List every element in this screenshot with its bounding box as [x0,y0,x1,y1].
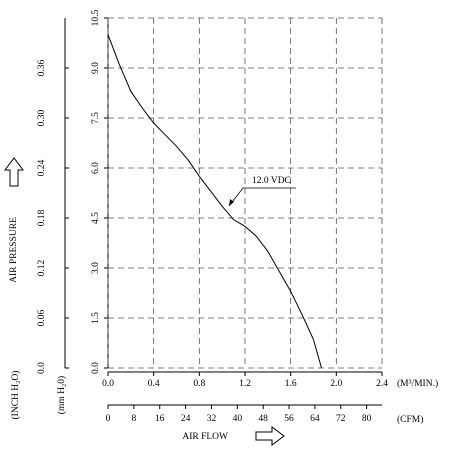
y2-tick-label: 0.06 [37,309,47,326]
x-tick-label: 1.6 [285,379,297,389]
x2-tick-label: 72 [336,414,346,424]
x2-tick-label: 0 [106,414,111,424]
x-tick-label: 0.4 [148,379,160,389]
y-unit-label: (mm H₂0) [56,376,67,414]
y-tick-label: 6.0 [91,162,101,174]
curve [107,34,322,369]
up-arrow [4,157,24,187]
right-arrow [255,426,285,446]
x2-tick-label: 24 [181,414,191,424]
y-tick-label: 1.5 [91,312,101,324]
x2-unit-label: (CFM) [397,414,423,425]
y2-tick-label: 0.36 [37,59,47,76]
x2-tick-label: 16 [155,414,165,424]
y2-tick-label: 0.0 [37,362,47,374]
y-tick-label: 9.0 [91,62,101,74]
x-unit-label: (M³/MIN.) [397,378,438,389]
x2-tick-label: 8 [131,414,136,424]
y-tick-label: 10.5 [91,9,101,26]
y-tick-label: 0.0 [91,362,101,374]
x2-tick-label: 48 [258,414,268,424]
series-label: 12.0 VDC [252,176,291,186]
x2-tick-label: 32 [207,414,217,424]
y-label: AIR PRESSURE [9,217,19,283]
x-tick-label: 1.2 [239,379,251,389]
x-tick-label: 2.4 [376,379,388,389]
x-tick-label: 0.8 [193,379,205,389]
x2-tick-label: 56 [284,414,294,424]
y2-tick-label: 0.24 [37,159,47,176]
x-tick-label: 2.0 [330,379,342,389]
y-tick-label: 7.5 [91,112,101,124]
x-tick-label: 0.0 [102,379,114,389]
x2-tick-label: 40 [233,414,243,424]
y2-tick-label: 0.18 [37,209,47,226]
y2-unit-label: (INCH H₂O) [10,371,21,420]
y-tick-label: 4.5 [91,212,101,224]
x-label: AIR FLOW [182,432,228,442]
x2-tick-label: 64 [310,414,320,424]
y2-tick-label: 0.12 [37,259,47,276]
x2-tick-label: 80 [362,414,372,424]
leader-arrow [229,199,234,206]
y-tick-label: 3.0 [91,262,101,274]
y2-tick-label: 0.30 [37,109,47,126]
leader [228,187,296,207]
